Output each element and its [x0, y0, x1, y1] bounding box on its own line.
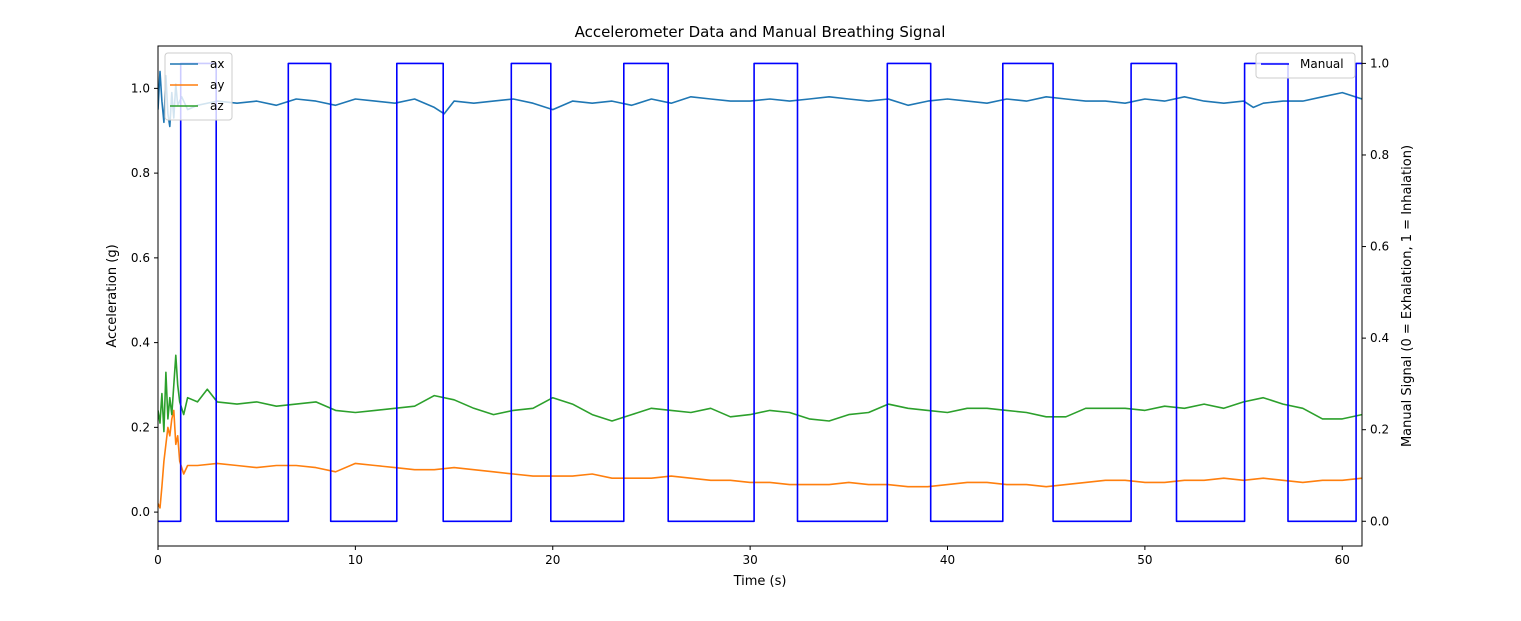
y2-axis-label: Manual Signal (0 = Exhalation, 1 = Inhal… — [1400, 145, 1415, 447]
legend-left: ax ay az — [164, 52, 233, 121]
y-tick-label: 0.6 — [131, 251, 150, 265]
x-axis-label: Time (s) — [733, 574, 787, 589]
x-tick-label: 10 — [348, 553, 363, 567]
y2-tick-label: 0.2 — [1370, 423, 1389, 437]
y-tick-label: 0.8 — [131, 166, 150, 180]
x-tick-label: 50 — [1137, 553, 1152, 567]
legend-label-manual: Manual — [1300, 57, 1344, 71]
x-tick-label: 30 — [742, 553, 757, 567]
y2-tick-label: 0.8 — [1370, 148, 1389, 162]
legend-label-ay: ay — [210, 78, 224, 92]
y-axis-label: Acceleration (g) — [105, 244, 120, 347]
y-tick-label: 0.4 — [131, 336, 150, 350]
x-tick-label: 0 — [154, 553, 162, 567]
series-line-ay — [158, 409, 1362, 509]
y-tick-label: 0.2 — [131, 420, 150, 434]
legend-label-az: az — [210, 99, 224, 113]
y-tick-label: 1.0 — [131, 81, 150, 95]
x-tick-label: 60 — [1335, 553, 1350, 567]
plot-frame — [157, 45, 1363, 547]
chart-title: Accelerometer Data and Manual Breathing … — [575, 23, 946, 41]
y2-tick-label: 0.6 — [1370, 240, 1389, 254]
y-tick-label: 0.0 — [131, 505, 150, 519]
y2-tick-label: 1.0 — [1370, 56, 1389, 70]
legend-left-box — [164, 52, 233, 121]
series-line-manual — [158, 62, 1362, 523]
y-axis-right: 0.0 0.2 0.4 0.6 0.8 1.0 — [1362, 56, 1389, 528]
y2-tick-label: 0.0 — [1370, 514, 1389, 528]
x-axis: 0 10 20 30 40 50 60 — [154, 546, 1350, 567]
x-tick-label: 40 — [940, 553, 955, 567]
y2-tick-label: 0.4 — [1370, 331, 1389, 345]
legend-right-box — [1255, 52, 1356, 79]
series-line-az — [158, 354, 1362, 433]
x-tick-label: 20 — [545, 553, 560, 567]
y-axis-left: 0.0 0.2 0.4 0.6 0.8 1.0 — [131, 81, 158, 519]
legend-label-ax: ax — [210, 57, 224, 71]
legend-right: Manual — [1255, 52, 1356, 79]
